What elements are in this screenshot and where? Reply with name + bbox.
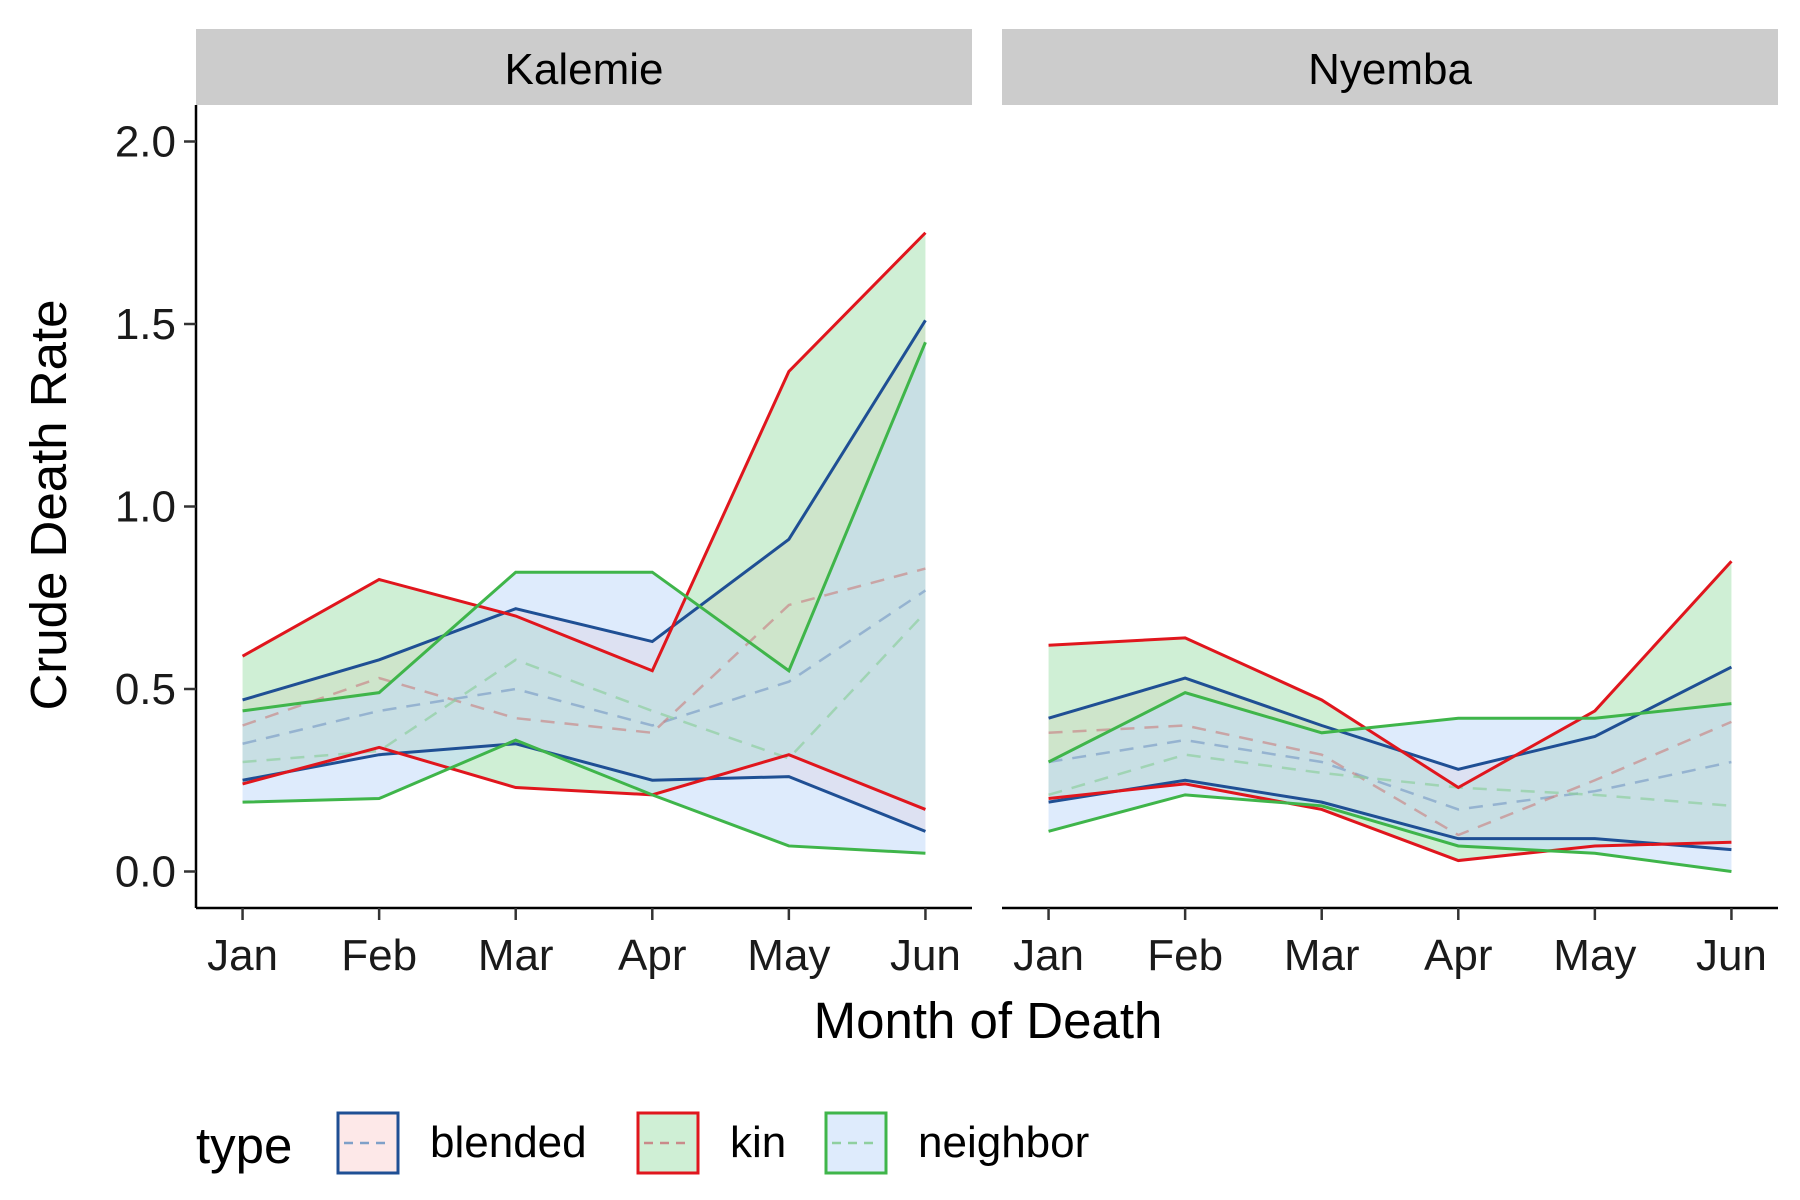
legend-entry-kin: kin [636, 1111, 786, 1175]
panels-layer: Kalemie Jan Feb Mar Apr May Jun 0.0 0.5 1.0 1.5 2.0… [115, 29, 1778, 980]
strip-background [196, 29, 972, 105]
mid-line-blended [1048, 738, 1732, 811]
mid-line-kin [1048, 720, 1732, 837]
x-tick-label: Jun [890, 931, 961, 980]
y-tick-label: 2.0 [115, 118, 176, 167]
ribbon-neighbor [242, 342, 926, 854]
y-tick-label: 0.5 [115, 665, 176, 714]
upper-line-neighbor [1047, 691, 1732, 764]
y-tick-label: 1.5 [115, 300, 176, 349]
strip-background [1002, 29, 1778, 105]
lower-line-kin [242, 745, 926, 811]
upper-line-neighbor [242, 341, 927, 713]
y-axis-title: Crude Death Rate [20, 299, 77, 710]
legend-label: neighbor [918, 1118, 1089, 1167]
mid-line-neighbor [242, 611, 927, 764]
x-tick-label: Apr [1424, 931, 1492, 980]
ribbon-neighbor [1048, 692, 1732, 872]
legend: type blended kin neighbor [196, 1111, 1089, 1175]
legend-label: blended [430, 1118, 587, 1167]
legend-label: kin [730, 1118, 786, 1167]
mid-line-neighbor [1048, 753, 1732, 808]
upper-line-blended [1048, 665, 1733, 771]
x-axis-title: Month of Death [814, 992, 1163, 1049]
x-tick-label: Jun [1696, 931, 1767, 980]
strip-title: Nyemba [1308, 45, 1472, 94]
x-tick-label: Mar [478, 931, 554, 980]
x-tick-label: Jan [207, 931, 278, 980]
x-tick-label: May [747, 931, 830, 980]
x-tick-label: Mar [1284, 931, 1360, 980]
x-tick-label: Feb [341, 931, 417, 980]
strip-title: Kalemie [505, 45, 664, 94]
mid-line-kin [242, 567, 926, 735]
lower-line-kin [1048, 782, 1732, 863]
lower-line-neighbor [242, 738, 926, 855]
y-tick-label: 1.0 [115, 483, 176, 532]
legend-entry-neighbor: neighbor [824, 1111, 1089, 1175]
upper-line-kin [1048, 560, 1733, 790]
lower-line-blended [242, 742, 926, 833]
y-tick-label: 0.0 [115, 848, 176, 897]
legend-title: type [196, 1117, 292, 1174]
panel-nyemba: Nyemba Jan Feb Mar Apr May Jun [1002, 29, 1778, 980]
lower-line-blended [1048, 778, 1732, 852]
lower-line-neighbor [1048, 793, 1732, 873]
x-tick-label: Jan [1013, 931, 1084, 980]
legend-entry-blended: blended [336, 1111, 587, 1175]
x-tick-label: Apr [618, 931, 686, 980]
panel-kalemie: Kalemie Jan Feb Mar Apr May Jun 0.0 0.5 1.0 1.5 2.0 [115, 29, 972, 980]
mid-line-blended [242, 589, 927, 745]
x-tick-label: Feb [1147, 931, 1223, 980]
upper-line-kin [241, 231, 927, 673]
legend-keys: blended kin neighbor [336, 1111, 1089, 1175]
upper-line-blended [242, 319, 927, 702]
x-tick-label: May [1553, 931, 1636, 980]
